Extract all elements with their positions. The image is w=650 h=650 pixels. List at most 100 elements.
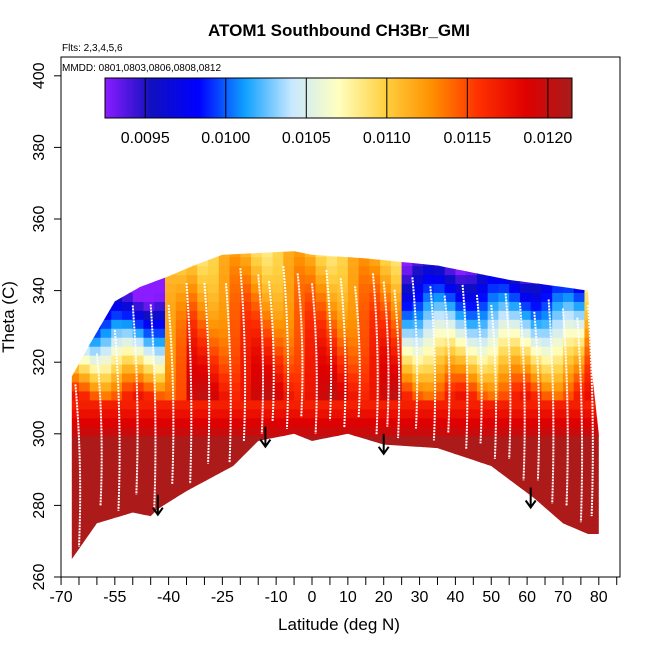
heat-cell bbox=[347, 390, 360, 401]
heat-cell bbox=[283, 417, 295, 428]
heat-cell bbox=[595, 426, 599, 437]
heat-cell bbox=[573, 301, 586, 311]
heat-cell bbox=[390, 265, 403, 276]
heat-cell bbox=[294, 251, 306, 258]
y-tick-label: 380 bbox=[31, 134, 48, 161]
heat-cell bbox=[412, 301, 424, 311]
heat-cell bbox=[261, 283, 274, 293]
heat-cell bbox=[369, 292, 381, 302]
heat-cell bbox=[401, 355, 413, 365]
heat-cell bbox=[304, 516, 317, 526]
heat-cell bbox=[455, 239, 466, 249]
heat-cell bbox=[358, 444, 370, 455]
heat-cell bbox=[519, 390, 532, 401]
heat-cell bbox=[111, 256, 123, 267]
heat-cell bbox=[208, 542, 220, 553]
heat-cell bbox=[304, 462, 317, 472]
heat-cell bbox=[326, 551, 338, 560]
heat-cell bbox=[78, 525, 91, 535]
heat-cell bbox=[348, 561, 359, 571]
heat-cell bbox=[412, 444, 424, 455]
heat-cell bbox=[519, 256, 532, 267]
heat-cell bbox=[261, 399, 274, 410]
heat-cell bbox=[573, 408, 586, 419]
heat-cell bbox=[498, 363, 510, 374]
heat-cell bbox=[121, 256, 134, 267]
heat-cell bbox=[240, 542, 252, 553]
heat-cell bbox=[272, 534, 284, 544]
heat-cell bbox=[71, 435, 80, 446]
heat-cell bbox=[358, 426, 370, 437]
flight-trace bbox=[561, 308, 569, 506]
heat-cell bbox=[487, 444, 500, 455]
heat-cell bbox=[487, 251, 500, 258]
heat-cell bbox=[71, 355, 80, 365]
heat-cell bbox=[71, 542, 80, 553]
heat-cell bbox=[412, 498, 424, 508]
flight-trace bbox=[518, 302, 526, 481]
heat-cell bbox=[240, 534, 252, 544]
heat-cell bbox=[466, 480, 478, 490]
heat-cell bbox=[487, 417, 500, 428]
heat-cell bbox=[165, 310, 177, 320]
heat-cell bbox=[175, 444, 188, 455]
heat-cell bbox=[78, 498, 91, 508]
heat-cell bbox=[433, 381, 446, 392]
heat-cell bbox=[100, 274, 112, 285]
heat-cell bbox=[552, 399, 564, 410]
heat-cell bbox=[595, 251, 599, 258]
heat-cell bbox=[283, 274, 295, 285]
heat-cell bbox=[186, 444, 198, 455]
heat-cell bbox=[218, 363, 231, 374]
heat-cell bbox=[175, 534, 188, 544]
heat-cell bbox=[261, 498, 274, 508]
heat-cell bbox=[347, 274, 360, 285]
colorbar-tick-label: 0.0115 bbox=[443, 130, 491, 147]
heat-cell bbox=[208, 363, 220, 374]
heat-cell bbox=[111, 516, 123, 526]
heat-cell bbox=[175, 310, 188, 320]
heat-cell bbox=[487, 507, 500, 517]
heat-cell bbox=[111, 426, 123, 437]
heat-cell bbox=[197, 542, 209, 553]
heat-cell bbox=[89, 417, 102, 428]
heat-cell bbox=[132, 355, 145, 365]
heat-cell bbox=[433, 480, 446, 490]
heat-cell bbox=[272, 251, 284, 258]
heat-cell bbox=[552, 561, 563, 571]
heat-cell bbox=[445, 239, 456, 249]
heat-cell bbox=[347, 516, 360, 526]
heat-cell bbox=[380, 337, 392, 347]
heat-cell bbox=[573, 480, 586, 490]
heat-cell bbox=[100, 251, 112, 258]
heat-cell bbox=[444, 346, 456, 356]
heat-cell bbox=[380, 462, 392, 472]
heat-cell bbox=[78, 363, 91, 374]
heat-cell bbox=[175, 283, 188, 293]
heat-cell bbox=[229, 471, 241, 481]
heat-cell bbox=[326, 408, 338, 419]
heat-cell bbox=[530, 355, 543, 365]
heat-cell bbox=[498, 239, 509, 249]
heat-cell bbox=[390, 444, 403, 455]
heat-cell bbox=[509, 265, 521, 276]
heat-cell bbox=[498, 551, 510, 560]
heat-cell bbox=[154, 310, 166, 320]
heat-cell bbox=[552, 408, 564, 419]
heat-cell bbox=[229, 355, 241, 365]
heat-cell bbox=[391, 239, 402, 249]
heat-cell bbox=[509, 381, 521, 392]
heat-cell bbox=[315, 363, 327, 374]
heat-cell bbox=[509, 337, 521, 347]
heat-cell bbox=[584, 561, 595, 571]
heat-cell bbox=[294, 328, 306, 338]
heat-cell bbox=[272, 489, 284, 499]
heat-cell bbox=[186, 274, 198, 285]
heat-cell bbox=[208, 489, 220, 499]
heat-cell bbox=[326, 534, 338, 544]
heat-cell bbox=[466, 399, 478, 410]
heat-cell bbox=[498, 292, 510, 302]
heat-cell bbox=[552, 346, 564, 356]
heat-cell bbox=[326, 471, 338, 481]
heat-cell bbox=[132, 444, 145, 455]
